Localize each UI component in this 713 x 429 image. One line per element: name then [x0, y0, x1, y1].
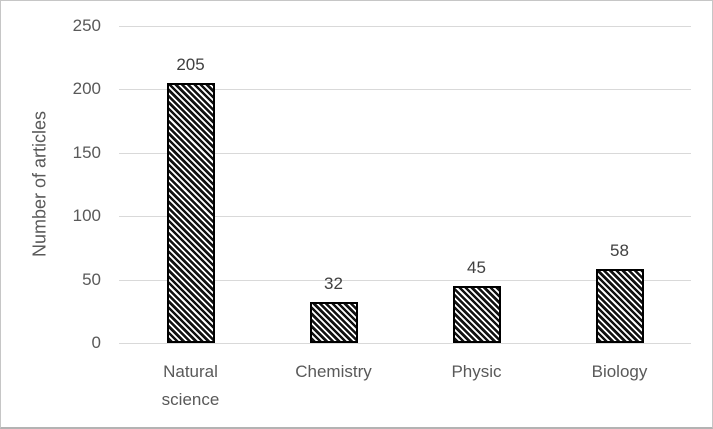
y-tick-label: 150 [72, 142, 101, 162]
category-label-text: Biology [591, 362, 648, 381]
gridline [119, 279, 691, 281]
y-tick-label: 250 [72, 16, 101, 35]
y-tick-label: 100 [72, 206, 101, 226]
bar [309, 302, 358, 343]
bar-value-label: 45 [467, 257, 486, 277]
y-tick-label: 200 [72, 79, 101, 99]
gridline [119, 216, 691, 218]
category-label-text: Natural science [161, 362, 220, 409]
category-label-text: Physic [451, 362, 502, 381]
bar-slot: 45 [405, 26, 548, 343]
bar-value-label: 58 [610, 241, 629, 261]
y-tick-label: 50 [82, 269, 101, 289]
category-label: Chemistry [262, 358, 405, 414]
bar [166, 83, 215, 343]
bar-value-label: 32 [324, 274, 343, 294]
bar [595, 269, 644, 343]
bar-slot: 205 [119, 26, 262, 343]
bar [452, 285, 501, 343]
category-label: Physic [405, 358, 548, 414]
x-axis-category-labels: Natural science Chemistry Physic Biology [119, 358, 691, 414]
category-label: Natural science [119, 358, 262, 414]
bar-value-label: 205 [176, 55, 205, 75]
category-label-text: Chemistry [295, 362, 372, 381]
gridline [119, 26, 691, 27]
bar-slot: 58 [548, 26, 691, 343]
bars-layer: 205 32 45 58 [119, 26, 691, 343]
gridline [119, 343, 691, 344]
plot-area: 205 32 45 58 [119, 26, 691, 344]
gridline [119, 89, 691, 91]
category-label: Biology [548, 358, 691, 414]
gridline [119, 152, 691, 154]
y-tick-label: 0 [91, 333, 101, 352]
y-axis-tick-labels: 0 50 100 150 200 250 [1, 16, 101, 352]
bar-slot: 32 [262, 26, 405, 343]
